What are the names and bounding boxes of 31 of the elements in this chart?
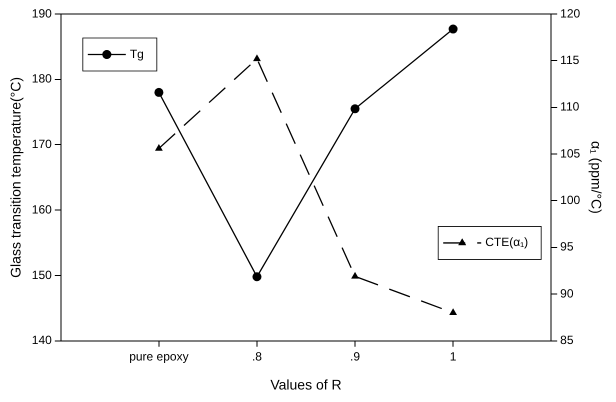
- point: [253, 54, 261, 62]
- y-tick-label: 150: [32, 268, 52, 282]
- point: [449, 308, 458, 316]
- point: [252, 272, 262, 282]
- y-tick-label: 160: [32, 202, 52, 216]
- y-tick-label: 140: [32, 333, 52, 348]
- point: [154, 88, 164, 97]
- x-tick-label: 1: [450, 349, 457, 364]
- y2-tick-label: 90: [560, 286, 574, 300]
- point: [350, 104, 360, 114]
- point: [448, 24, 458, 34]
- y2-tick-label: 110: [560, 100, 580, 114]
- y2-tick-label: 120: [560, 6, 581, 20]
- y2-tick-label: 100: [560, 193, 581, 208]
- point: [351, 272, 359, 279]
- y2-tick-label: 95: [560, 240, 574, 254]
- legend-label: CTE(α₁): [485, 235, 528, 250]
- x-tick-label: pure epoxy: [129, 349, 189, 364]
- point: [154, 144, 163, 151]
- y-axis-title: Glass transition temperature(°C): [7, 76, 24, 278]
- y2-tick-label: 115: [560, 53, 580, 67]
- y2-axis-title: α₁ (ppm/°C): [588, 140, 605, 214]
- x-tick-label: .9: [350, 349, 360, 364]
- y-tick-label: 180: [32, 72, 52, 86]
- y-tick-label: 190: [32, 6, 52, 20]
- y2-tick-label: 105: [560, 146, 581, 160]
- x-axis-title: Values of R: [270, 376, 342, 392]
- y-tick-label: 170: [32, 137, 52, 152]
- legend-label: Tg: [130, 46, 144, 61]
- x-tick-label: .8: [252, 349, 262, 364]
- y2-tick-label: 85: [560, 333, 574, 348]
